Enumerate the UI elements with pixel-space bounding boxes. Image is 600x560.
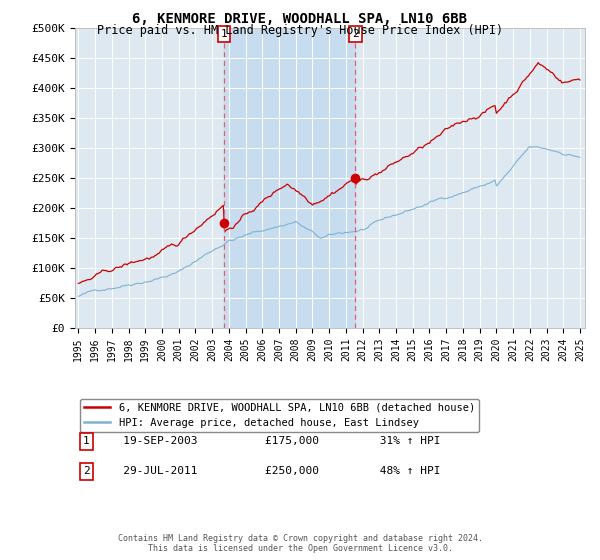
Bar <box>224 28 355 328</box>
Text: 2: 2 <box>352 29 359 39</box>
Text: 19-SEP-2003          £175,000         31% ↑ HPI: 19-SEP-2003 £175,000 31% ↑ HPI <box>103 436 440 446</box>
Text: 1: 1 <box>83 436 89 446</box>
Text: 2: 2 <box>83 466 89 477</box>
Legend: 6, KENMORE DRIVE, WOODHALL SPA, LN10 6BB (detached house), HPI: Average price, d: 6, KENMORE DRIVE, WOODHALL SPA, LN10 6BB… <box>80 399 479 432</box>
Text: 29-JUL-2011          £250,000         48% ↑ HPI: 29-JUL-2011 £250,000 48% ↑ HPI <box>103 466 440 477</box>
Text: Price paid vs. HM Land Registry's House Price Index (HPI): Price paid vs. HM Land Registry's House … <box>97 24 503 36</box>
Text: 1: 1 <box>221 29 227 39</box>
Text: 6, KENMORE DRIVE, WOODHALL SPA, LN10 6BB: 6, KENMORE DRIVE, WOODHALL SPA, LN10 6BB <box>133 12 467 26</box>
Text: Contains HM Land Registry data © Crown copyright and database right 2024.
This d: Contains HM Land Registry data © Crown c… <box>118 534 482 553</box>
